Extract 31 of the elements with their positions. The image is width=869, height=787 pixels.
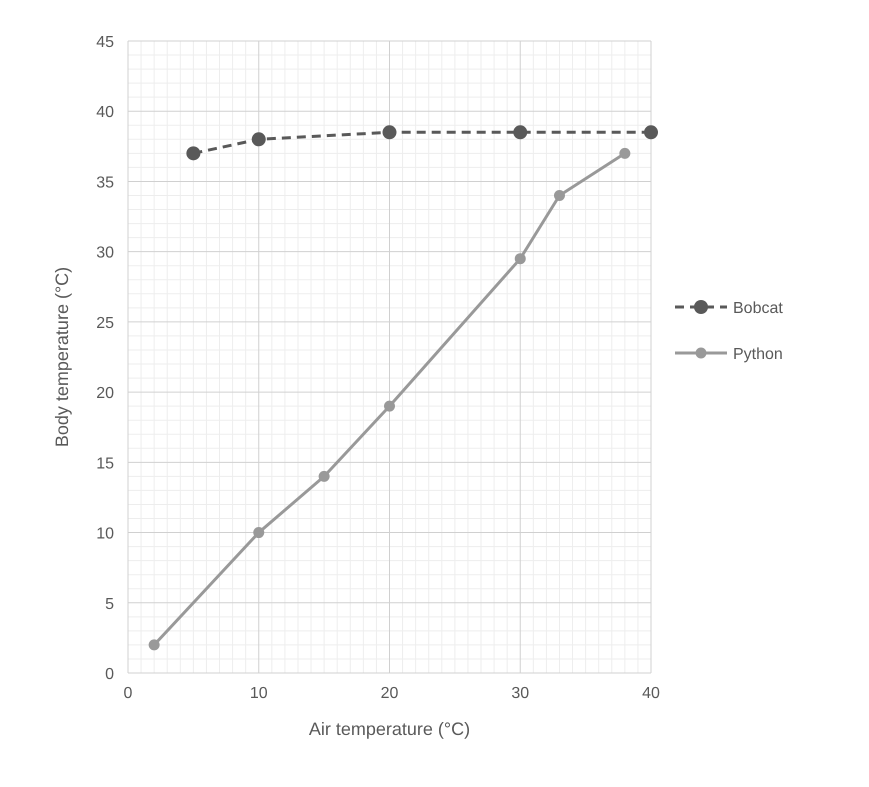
x-tick-label: 30 [511, 685, 530, 702]
y-tick-label: 30 [96, 244, 114, 262]
point [514, 253, 526, 264]
y-tick-label: 5 [105, 596, 114, 613]
x-axis-title: Air temperature (°C) [308, 719, 470, 739]
legend-label: Python [733, 346, 783, 363]
point [148, 639, 160, 650]
point [513, 125, 528, 140]
y-tick-label: 45 [96, 34, 114, 51]
y-tick-label: 0 [105, 666, 114, 683]
point [384, 400, 395, 412]
point [382, 125, 396, 140]
point [644, 125, 658, 140]
point [252, 132, 266, 146]
point [253, 527, 264, 538]
point [554, 190, 565, 201]
y-tick-label: 25 [96, 314, 114, 332]
point [186, 146, 200, 160]
y-tick-label: 10 [96, 526, 114, 543]
point [619, 148, 630, 159]
x-tick-label: 40 [642, 685, 660, 702]
legend-label: Bobcat [733, 300, 784, 317]
x-tick-label: 20 [380, 685, 398, 702]
y-tick-label: 35 [96, 174, 114, 192]
y-tick-label: 20 [96, 385, 114, 402]
point [318, 470, 330, 482]
y-axis-title: Body temperature (°C) [52, 266, 72, 448]
y-tick-label: 40 [96, 104, 114, 122]
y-tick-label: 15 [96, 455, 114, 472]
x-tick-label: 0 [124, 685, 133, 702]
x-tick-label: 10 [250, 685, 268, 702]
